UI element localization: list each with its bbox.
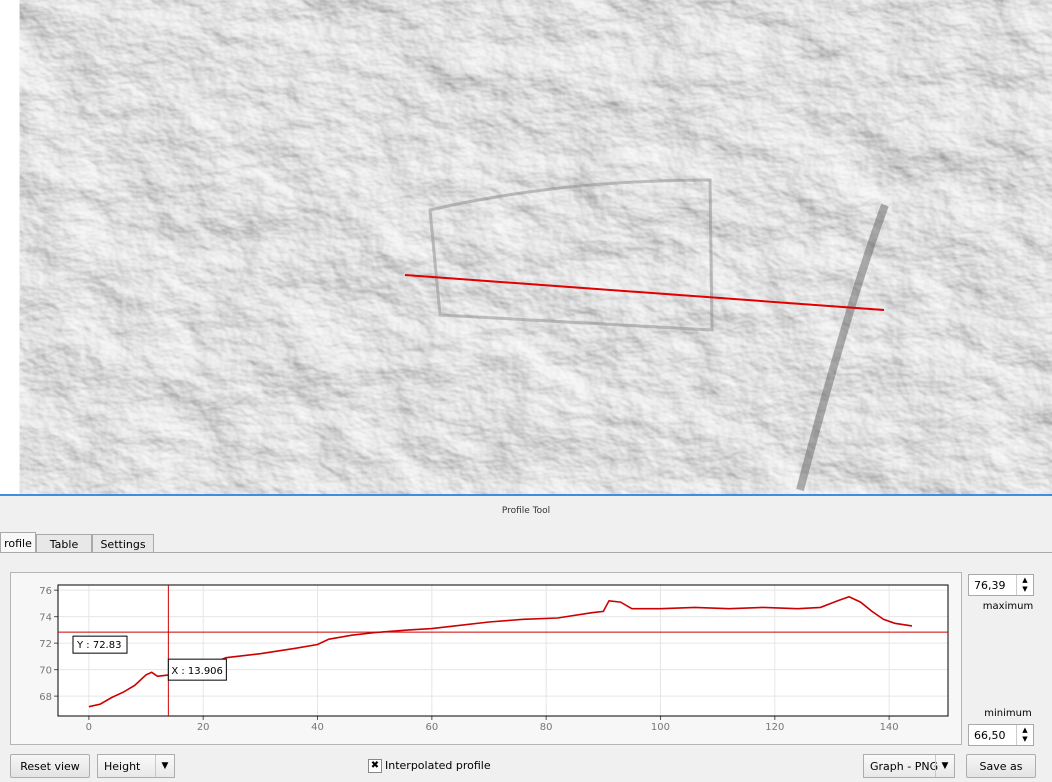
min-label: minimum	[984, 708, 1032, 719]
tab-border	[0, 552, 1052, 553]
checkbox[interactable]: ✖	[368, 759, 382, 773]
export-value: Graph - PNG	[870, 759, 939, 773]
hillshade	[19, 0, 1052, 495]
tab[interactable]: Settings	[92, 534, 154, 553]
dock-title: Profile Tool	[501, 506, 551, 516]
combo-arrow: ▼	[935, 755, 954, 777]
save-button[interactable]: Save as	[966, 754, 1036, 778]
reset-button[interactable]: Reset view	[10, 754, 90, 778]
profile-line	[404, 274, 885, 311]
spin-buttons[interactable]: ▲ ▼	[1016, 725, 1033, 745]
combo-arrow: ▼	[155, 755, 174, 777]
tab[interactable]: Table	[36, 534, 92, 553]
plot-frame	[10, 572, 962, 745]
terrain-feature	[796, 203, 889, 492]
min-spinbox[interactable]: 66,50 ▲ ▼	[968, 724, 1034, 746]
mode-combo[interactable]: Height ▼	[97, 754, 175, 778]
max-label: maximum	[982, 601, 1034, 612]
tab[interactable]: rofile	[0, 532, 36, 553]
terrain-feature	[428, 178, 714, 332]
spin-buttons[interactable]: ▲ ▼	[1016, 575, 1033, 595]
checkbox-label: Interpolated profile	[385, 759, 491, 772]
min-value: 66,50	[974, 728, 1006, 742]
splitter	[0, 494, 1052, 496]
max-spinbox[interactable]: 76,39 ▲ ▼	[968, 574, 1034, 596]
max-value: 76,39	[974, 578, 1006, 592]
mode-value: Height	[104, 759, 141, 773]
map-canvas[interactable]	[0, 0, 1052, 495]
export-combo[interactable]: Graph - PNG ▼	[863, 754, 955, 778]
